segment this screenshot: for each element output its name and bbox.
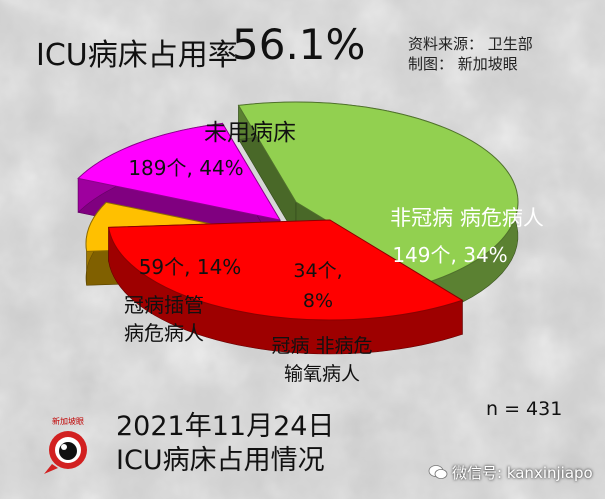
slice-value-label: 189个, 44% [128, 156, 243, 180]
wechat-icon [428, 465, 448, 479]
pie-slice-1 [237, 101, 519, 283]
brand-logo-icon: 新加坡眼 [44, 416, 87, 474]
svg-text:新加坡眼: 新加坡眼 [52, 416, 84, 426]
footer: 2021年11月24日 ICU病床占用情况 [116, 410, 334, 478]
slice-label: 冠病插管 [124, 293, 204, 317]
wechat-watermark: 微信号: kanxinjiapo [428, 462, 593, 483]
slice-label: 输氧病人 [284, 363, 360, 385]
pie-slice-4 [77, 122, 282, 221]
slice-label: 病危病人 [124, 321, 204, 345]
slice-value-label: 59个, 14% [139, 255, 242, 279]
credit-line: 制图： 新加坡眼 [408, 55, 518, 73]
source-line: 资料来源： 卫生部 [408, 35, 533, 53]
slice-label: 未用病床 [204, 120, 296, 146]
occupancy-rate: 56.1% [232, 20, 366, 69]
pie-slice-2 [108, 219, 464, 321]
slice-value-label: 149个, 34% [392, 243, 507, 267]
footer-date: 2021年11月24日 [116, 411, 335, 442]
source-note: 资料来源： 卫生部 制图： 新加坡眼 [408, 34, 533, 74]
slice-value-label: 34个, [293, 260, 342, 282]
wechat-id: 微信号: kanxinjiapo [452, 464, 593, 482]
footer-subtitle: ICU病床占用情况 [116, 445, 325, 476]
slice-label: 冠病 非病危 [271, 335, 372, 357]
sample-size: n = 431 [486, 398, 563, 420]
slice-value-label: 8% [303, 290, 333, 312]
slice-label: 非冠病 病危病人 [390, 206, 544, 230]
chart-title: ICU病床占用率 [36, 38, 238, 73]
